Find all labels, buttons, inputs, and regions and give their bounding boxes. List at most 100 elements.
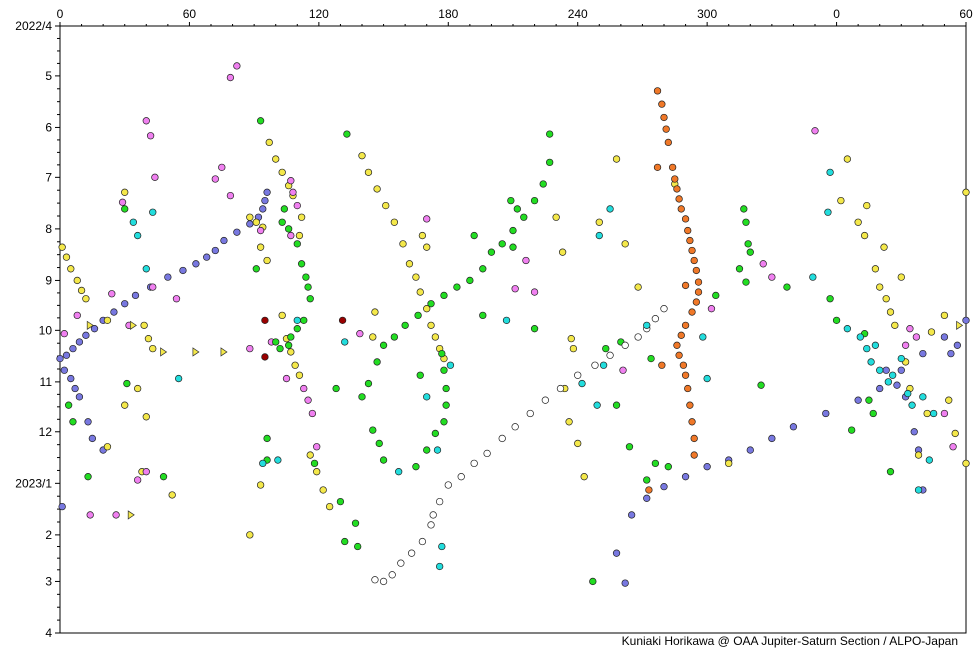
data-point xyxy=(910,428,918,436)
data-point xyxy=(351,519,360,527)
data-point xyxy=(401,321,409,329)
data-point xyxy=(947,349,955,358)
x-tick-label: 0 xyxy=(57,7,64,21)
data-point xyxy=(619,366,627,374)
data-point xyxy=(522,256,530,265)
data-point xyxy=(418,537,427,546)
data-point xyxy=(891,321,899,329)
data-point xyxy=(64,401,73,409)
data-point xyxy=(343,130,351,138)
data-point xyxy=(886,308,895,316)
data-point xyxy=(300,316,308,325)
data-point xyxy=(60,366,68,374)
data-point xyxy=(668,163,677,172)
data-point xyxy=(442,401,450,409)
y-tick-label: 2 xyxy=(45,528,52,542)
data-point xyxy=(304,283,312,291)
data-point xyxy=(677,205,685,213)
data-point xyxy=(686,401,694,409)
data-point xyxy=(783,283,791,291)
data-point xyxy=(925,456,933,464)
data-point xyxy=(121,205,129,213)
data-point xyxy=(226,73,235,82)
data-point xyxy=(856,333,864,341)
data-point xyxy=(824,208,832,216)
data-point xyxy=(164,273,172,281)
data-point xyxy=(832,316,841,325)
data-point-triangle xyxy=(192,347,200,357)
data-point xyxy=(546,158,554,167)
data-point xyxy=(886,468,895,476)
data-point xyxy=(863,344,871,353)
data-point xyxy=(479,265,487,273)
data-point xyxy=(134,231,142,240)
data-point xyxy=(256,243,265,251)
data-point xyxy=(77,286,86,295)
data-point xyxy=(263,434,271,443)
data-point xyxy=(73,276,81,285)
y-tick-label: 11 xyxy=(40,375,53,389)
data-point xyxy=(146,132,155,140)
data-point xyxy=(509,226,517,235)
data-point xyxy=(172,295,181,303)
data-point xyxy=(558,248,567,256)
data-point xyxy=(278,168,286,176)
data-point xyxy=(746,248,754,256)
data-point xyxy=(509,243,517,251)
data-point xyxy=(427,521,435,529)
data-point xyxy=(295,231,304,240)
data-point xyxy=(62,253,71,261)
data-point xyxy=(725,459,733,468)
data-point xyxy=(643,476,651,484)
data-point xyxy=(218,163,226,172)
data-point xyxy=(699,333,707,341)
data-point xyxy=(129,218,137,226)
data-point xyxy=(131,291,140,300)
data-point xyxy=(854,396,862,404)
x-tick-label: 60 xyxy=(959,7,973,21)
data-point xyxy=(530,288,539,296)
data-point xyxy=(703,463,711,471)
data-point xyxy=(369,426,377,434)
data-point xyxy=(664,138,672,147)
data-point xyxy=(149,283,157,291)
data-point xyxy=(539,180,547,188)
data-point xyxy=(681,281,690,290)
data-point xyxy=(440,291,448,300)
data-point xyxy=(429,511,437,519)
data-point xyxy=(274,456,282,464)
data-point xyxy=(220,236,228,245)
data-point xyxy=(121,300,129,308)
data-point xyxy=(457,473,465,481)
y-tick-label: 3 xyxy=(45,574,52,588)
data-point xyxy=(332,384,340,393)
data-point xyxy=(707,305,716,313)
data-point xyxy=(358,393,366,401)
data-point xyxy=(261,353,269,361)
data-point xyxy=(306,295,314,303)
data-point xyxy=(552,213,560,221)
data-point xyxy=(427,300,435,308)
data-point xyxy=(860,231,869,240)
data-point xyxy=(595,218,603,226)
data-point xyxy=(373,185,381,193)
data-point xyxy=(511,423,519,431)
data-point xyxy=(58,502,66,511)
data-point xyxy=(606,205,614,213)
y-tick-label: 6 xyxy=(45,120,52,134)
data-point xyxy=(58,243,66,251)
data-point xyxy=(134,384,142,393)
data-point xyxy=(278,218,286,226)
data-point xyxy=(356,330,364,338)
data-point-triangle xyxy=(127,510,135,520)
data-point xyxy=(280,205,288,213)
data-point xyxy=(848,426,856,434)
y-tick-label: 7 xyxy=(45,170,52,184)
data-point xyxy=(265,138,273,147)
data-point xyxy=(602,344,610,353)
data-point xyxy=(256,117,265,125)
data-point xyxy=(837,196,845,205)
data-point xyxy=(395,468,403,476)
data-point xyxy=(259,205,267,213)
data-point xyxy=(940,409,949,418)
